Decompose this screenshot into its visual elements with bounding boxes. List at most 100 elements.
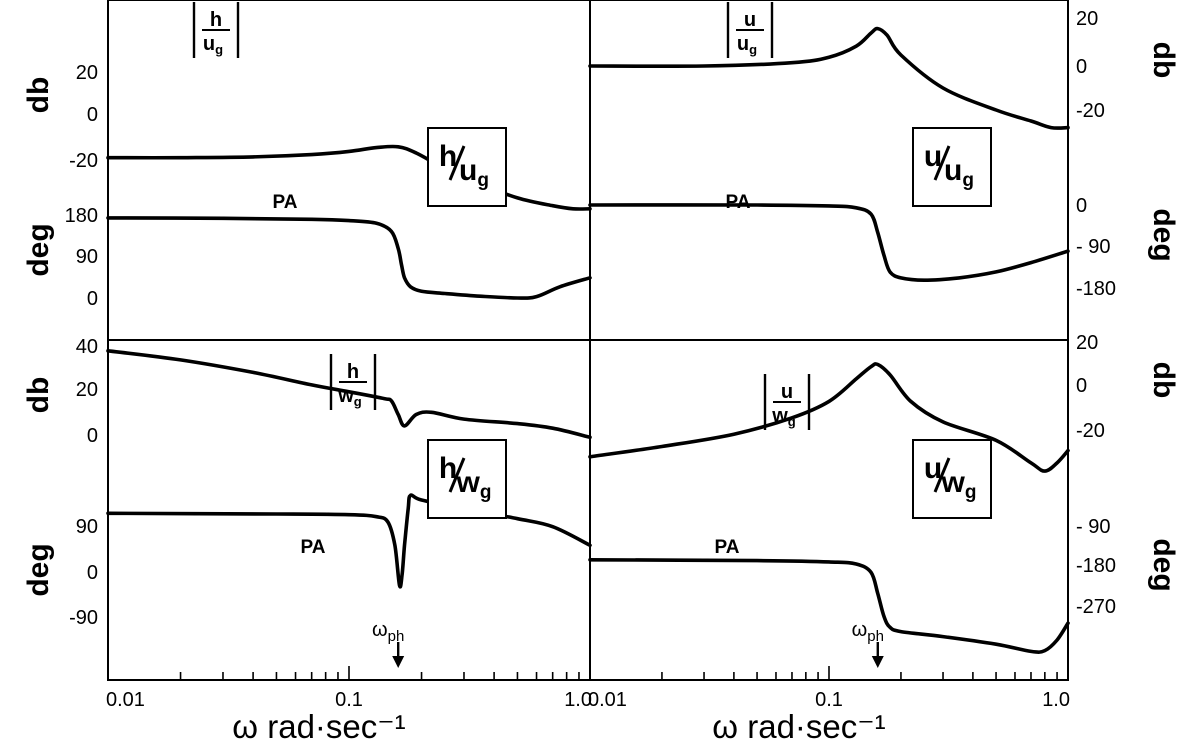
box-subscript: g — [962, 170, 974, 191]
magnitude-curve — [588, 26, 1070, 130]
magnitude-curve — [106, 349, 592, 440]
deg-tick-label: 90 — [76, 516, 98, 538]
magnitude-denominator: ug — [203, 33, 223, 57]
deg-tick-label: 180 — [65, 205, 98, 227]
magnitude-label: uug — [726, 2, 774, 58]
x-tick-label: 0.1 — [815, 689, 843, 711]
box-slash — [933, 145, 951, 181]
box-numerator: h — [439, 452, 457, 485]
magnitude-denominator: wg — [337, 385, 362, 409]
db-tick-label: 0 — [87, 104, 98, 126]
transfer-function-box: u ug — [912, 127, 992, 207]
x-tick-label: 0.01 — [106, 689, 145, 711]
deg-tick-label: -180 — [1076, 278, 1116, 300]
deg-tick-label: 0 — [87, 562, 98, 584]
box-slash — [448, 457, 466, 493]
db-tick-label: 20 — [76, 62, 98, 84]
marker-label: ωph — [852, 619, 884, 645]
magnitude-subscript: g — [215, 42, 223, 57]
db-tick-label: -20 — [1076, 100, 1105, 122]
phase-curve — [588, 558, 1070, 654]
magnitude-subscript: g — [788, 414, 796, 429]
magnitude-denominator: wg — [771, 405, 796, 429]
deg-tick-label: -270 — [1076, 596, 1116, 618]
magnitude-subscript: g — [354, 394, 362, 409]
deg-unit-label: deg — [22, 223, 55, 276]
magnitude-subscript: g — [749, 42, 757, 57]
db-tick-label: 20 — [1076, 332, 1098, 354]
marker-subscript: ph — [388, 628, 405, 645]
x-axis-title: ω rad·sec⁻¹ — [232, 708, 405, 742]
db-tick-label: 20 — [76, 379, 98, 401]
deg-tick-label: 90 — [76, 246, 98, 268]
magnitude-numerator: h — [347, 361, 359, 383]
x-axis-title: ω rad·sec⁻¹ — [712, 708, 885, 742]
deg-unit-label: deg — [1147, 208, 1180, 261]
db-unit-label: db — [22, 377, 55, 414]
phase-angle-label: PA — [715, 537, 740, 558]
deg-tick-label: -180 — [1076, 555, 1116, 577]
magnitude-numerator: u — [744, 9, 756, 31]
box-numerator: h — [439, 140, 457, 173]
x-tick-label: 0.1 — [335, 689, 363, 711]
deg-unit-label: deg — [22, 543, 55, 596]
deg-tick-label: - 90 — [1076, 236, 1110, 258]
magnitude-numerator: h — [210, 9, 222, 31]
transfer-function-box: h wg — [427, 439, 507, 519]
db-tick-label: 20 — [1076, 8, 1098, 30]
box-subscript: g — [965, 482, 977, 503]
deg-tick-label: -90 — [69, 607, 98, 629]
phase-angle-label: PA — [726, 192, 751, 213]
db-unit-label: db — [1147, 42, 1180, 79]
box-numerator: u — [924, 140, 942, 173]
marker-subscript: ph — [867, 628, 884, 645]
magnitude-curve — [588, 362, 1070, 473]
db-unit-label: db — [22, 77, 55, 114]
deg-unit-label: deg — [1147, 538, 1180, 591]
marker-arrow-head — [871, 656, 884, 668]
phase-angle-label: PA — [301, 537, 326, 558]
magnitude-label: uwg — [763, 374, 811, 430]
box-frame — [912, 127, 992, 207]
marker-label: ωph — [372, 619, 404, 645]
deg-tick-label: 0 — [1076, 195, 1087, 217]
omega-ph-marker: ωph — [852, 619, 884, 668]
x-tick-label: 1.0 — [1042, 689, 1070, 711]
phase-curve — [106, 216, 592, 300]
db-tick-label: 0 — [1076, 375, 1087, 397]
db-tick-label: 0 — [87, 425, 98, 447]
box-subscript: g — [477, 170, 489, 191]
marker-arrow-head — [392, 656, 405, 668]
box-slash — [448, 145, 466, 181]
db-unit-label: db — [1147, 362, 1180, 399]
magnitude-label: hwg — [329, 354, 377, 410]
db-tick-label: 0 — [1076, 56, 1087, 78]
deg-tick-label: - 90 — [1076, 516, 1110, 538]
box-numerator: u — [924, 452, 942, 485]
db-tick-label: -20 — [1076, 420, 1105, 442]
box-subscript: g — [480, 482, 492, 503]
box-frame — [912, 439, 992, 519]
db-tick-label: -20 — [69, 150, 98, 172]
magnitude-denominator: ug — [737, 33, 757, 57]
box-frame — [427, 127, 507, 207]
box-slash — [933, 457, 951, 493]
phase-curve — [588, 203, 1070, 282]
db-tick-label: 40 — [76, 336, 98, 358]
transfer-function-box: u wg — [912, 439, 992, 519]
box-frame — [427, 439, 507, 519]
x-tick-label: 0.01 — [588, 689, 627, 711]
magnitude-label: hug — [192, 2, 240, 58]
deg-tick-label: 0 — [87, 288, 98, 310]
x-tick-label: 1.0 — [564, 689, 592, 711]
magnitude-curve — [106, 144, 592, 211]
transfer-function-box: h ug — [427, 127, 507, 207]
phase-curve — [106, 493, 592, 589]
phase-angle-label: PA — [273, 192, 298, 213]
